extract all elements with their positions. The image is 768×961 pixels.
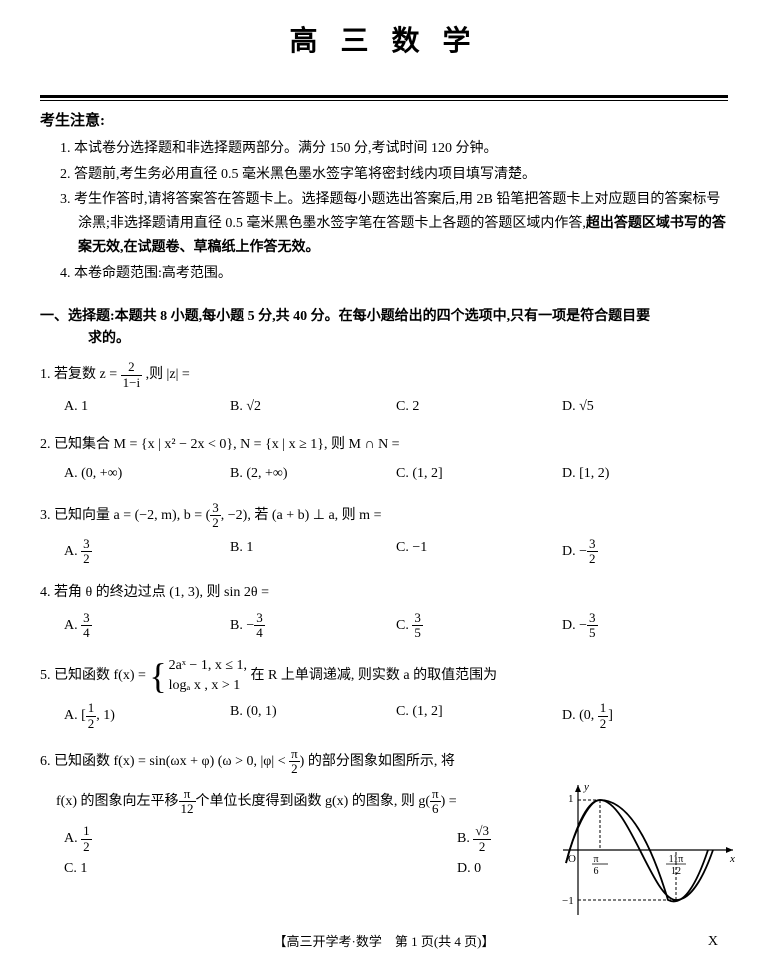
svg-text:12: 12 (671, 866, 681, 877)
q3-options: A. 32 B. 1 C. −1 D. −32 (40, 537, 728, 571)
question-4: 4. 若角 θ 的终边过点 (1, 3), 则 sin 2θ = A. 34 B… (40, 582, 728, 644)
option-c: C. (1, 2] (396, 701, 562, 731)
q6-graph: 1 −1 O x y π 6 11π 12 (558, 780, 738, 920)
notice-item: 4. 本卷命题范围:高考范围。 (60, 262, 728, 286)
option-c: C. 35 (396, 611, 562, 641)
q4-options: A. 34 B. −34 C. 35 D. −35 (40, 611, 728, 645)
option-a: A. 1 (64, 396, 230, 418)
option-a: A. 12 (64, 824, 297, 854)
question-2: 2. 已知集合 M = {x | x² − 2x < 0}, N = {x | … (40, 434, 728, 489)
option-b: B. √2 (230, 396, 396, 418)
option-a: A. 34 (64, 611, 230, 641)
y-axis-label: y (583, 781, 589, 793)
option-d: D. 0 (297, 858, 530, 880)
q6-stem-2: f(x) 的图象向左平移π12个单位长度得到函数 g(x) 的图象, 则 g(π… (40, 787, 530, 817)
question-1: 1. 若复数 z = 21−i ,则 |z| = A. 1 B. √2 C. 2… (40, 360, 728, 422)
notice-item: 3. 考生作答时,请将答案答在答题卡上。选择题每小题选出答案后,用 2B 铅笔把… (60, 188, 728, 259)
y-tick-neg1: −1 (562, 895, 574, 907)
option-c: C. (1, 2] (396, 463, 562, 485)
option-a: A. [12, 1) (64, 701, 230, 731)
q6-stem: 6. 已知函数 f(x) = sin(ωx + φ) (ω > 0, |φ| <… (40, 747, 530, 777)
q5-stem: 5. 已知函数 f(x) = {2aˣ − 1, x ≤ 1,logₐ x , … (40, 656, 728, 695)
question-3: 3. 已知向量 a = (−2, m), b = (32, −2), 若 (a … (40, 501, 728, 570)
q1-stem: 1. 若复数 z = 21−i ,则 |z| = (40, 360, 728, 390)
option-d: D. −32 (562, 537, 728, 567)
section-header: 一、选择题:本题共 8 小题,每小题 5 分,共 40 分。在每小题给出的四个选… (40, 306, 728, 351)
q4-stem: 4. 若角 θ 的终边过点 (1, 3), 则 sin 2θ = (40, 582, 728, 604)
origin-label: O (568, 853, 576, 865)
x-axis-label: x (729, 853, 735, 865)
option-c: C. −1 (396, 537, 562, 567)
svg-text:6: 6 (594, 866, 599, 877)
notice-heading: 考生注意: (40, 109, 728, 133)
page-footer: 【高三开学考·数学 第 1 页(共 4 页)】 (0, 932, 768, 953)
question-5: 5. 已知函数 f(x) = {2aˣ − 1, x ≤ 1,logₐ x , … (40, 656, 728, 735)
option-c: C. 1 (64, 858, 297, 880)
q1-options: A. 1 B. √2 C. 2 D. √5 (40, 396, 728, 422)
option-d: D. −35 (562, 611, 728, 641)
option-b: B. −34 (230, 611, 396, 641)
option-c: C. 2 (396, 396, 562, 418)
option-d: D. [1, 2) (562, 463, 728, 485)
page-marker: X (708, 931, 718, 953)
notice-item: 2. 答题前,考生务必用直径 0.5 毫米黑色墨水签字笔将密封线内项目填写清楚。 (60, 163, 728, 187)
q6-options: A. 12 B. √32 C. 1 D. 0 (40, 824, 530, 884)
option-d: D. (0, 12] (562, 701, 728, 731)
option-a: A. (0, +∞) (64, 463, 230, 485)
q2-options: A. (0, +∞) B. (2, +∞) C. (1, 2] D. [1, 2… (40, 463, 728, 489)
q5-options: A. [12, 1) B. (0, 1) C. (1, 2] D. (0, 12… (40, 701, 728, 735)
option-d: D. √5 (562, 396, 728, 418)
option-b: B. (0, 1) (230, 701, 396, 731)
y-tick-1: 1 (568, 793, 574, 805)
page-title: 高 三 数 学 (40, 20, 728, 65)
svg-text:11π: 11π (669, 854, 684, 865)
notice-item: 1. 本试卷分选择题和非选择题两部分。满分 150 分,考试时间 120 分钟。 (60, 137, 728, 161)
divider (40, 95, 728, 101)
option-a: A. 32 (64, 537, 230, 567)
q2-stem: 2. 已知集合 M = {x | x² − 2x < 0}, N = {x | … (40, 434, 728, 456)
svg-text:π: π (593, 854, 598, 865)
option-b: B. √32 (297, 824, 530, 854)
option-b: B. (2, +∞) (230, 463, 396, 485)
option-b: B. 1 (230, 537, 396, 567)
notice-list: 1. 本试卷分选择题和非选择题两部分。满分 150 分,考试时间 120 分钟。… (40, 137, 728, 286)
q3-stem: 3. 已知向量 a = (−2, m), b = (32, −2), 若 (a … (40, 501, 728, 531)
